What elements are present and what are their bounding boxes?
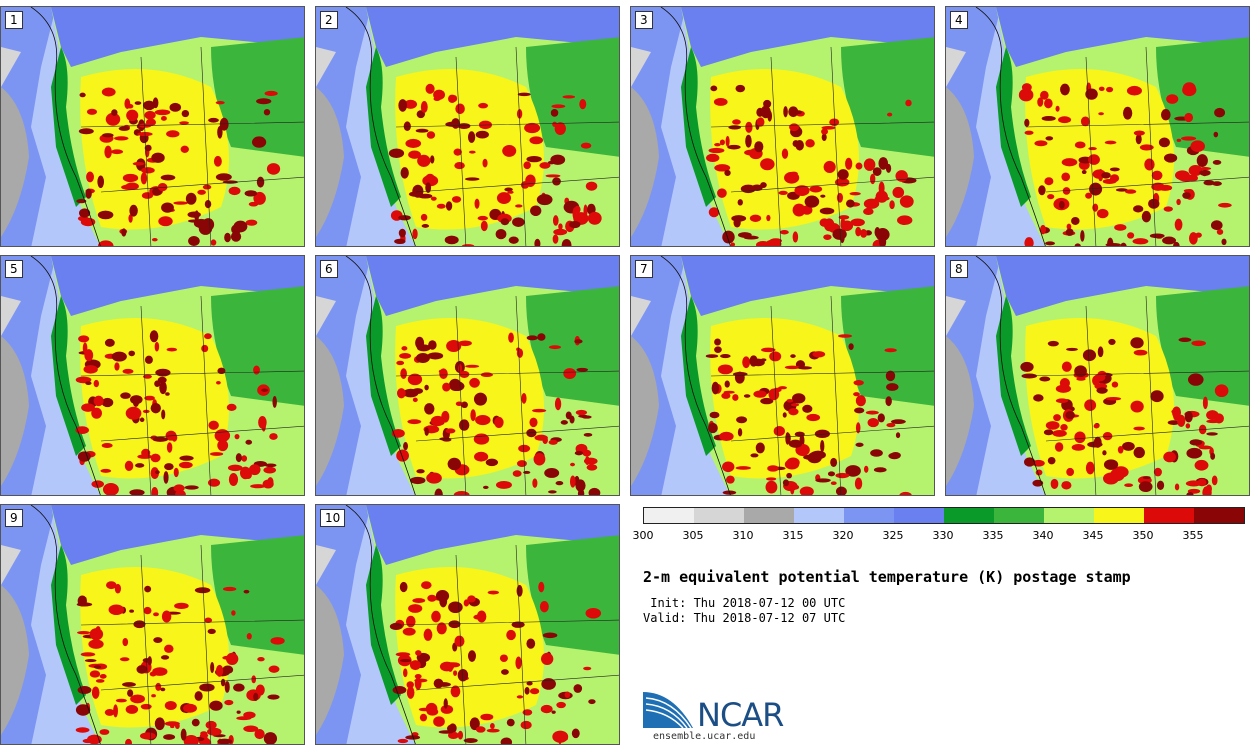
member-panel-7: 7	[630, 255, 935, 496]
colorbar-swatch	[794, 508, 844, 523]
init-time: Init: Thu 2018-07-12 00 UTC	[643, 596, 846, 610]
map-image	[1, 256, 304, 495]
logo-url: ensemble.ucar.edu	[653, 731, 756, 742]
member-label: 8	[950, 260, 968, 278]
colorbar-swatch	[1194, 508, 1244, 523]
plot-title: 2-m equivalent potential temperature (K)…	[643, 568, 1131, 586]
map-image	[316, 7, 619, 246]
member-panel-3: 3	[630, 6, 935, 247]
colorbar-tick-label: 315	[782, 529, 804, 542]
colorbar-tick-label: 325	[882, 529, 904, 542]
colorbar-swatch	[994, 508, 1044, 523]
colorbar-swatch	[894, 508, 944, 523]
colorbar-tick-label: 350	[1132, 529, 1154, 542]
member-panel-4: 4	[945, 6, 1250, 247]
colorbar-tick-label: 345	[1082, 529, 1104, 542]
colorbar-swatch	[1094, 508, 1144, 523]
map-image	[631, 7, 934, 246]
colorbar-swatch	[1044, 508, 1094, 523]
colorbar-tick-label: 340	[1032, 529, 1054, 542]
member-panel-5: 5	[0, 255, 305, 496]
member-label: 3	[635, 11, 653, 29]
colorbar-swatch	[1144, 508, 1194, 523]
member-label: 9	[5, 509, 23, 527]
colorbar-tick-label: 310	[732, 529, 754, 542]
map-image	[316, 505, 619, 744]
member-label: 1	[5, 11, 23, 29]
map-image	[946, 256, 1249, 495]
colorbar-swatch	[644, 508, 694, 523]
member-label: 4	[950, 11, 968, 29]
valid-time: Valid: Thu 2018-07-12 07 UTC	[643, 611, 846, 625]
map-image	[316, 256, 619, 495]
map-image	[946, 7, 1249, 246]
colorbar	[643, 507, 1245, 524]
member-label: 6	[320, 260, 338, 278]
colorbar-tick-label: 305	[682, 529, 704, 542]
member-label: 5	[5, 260, 23, 278]
colorbar-tick-label: 300	[632, 529, 654, 542]
colorbar-swatch	[744, 508, 794, 523]
logo-text: NCAR	[697, 696, 784, 734]
colorbar-swatch	[944, 508, 994, 523]
map-image	[631, 256, 934, 495]
colorbar-tick-label: 330	[932, 529, 954, 542]
map-image	[1, 7, 304, 246]
member-panel-10: 10	[315, 504, 620, 745]
colorbar-swatch	[844, 508, 894, 523]
member-panel-9: 9	[0, 504, 305, 745]
member-panel-2: 2	[315, 6, 620, 247]
member-label: 10	[320, 509, 346, 527]
member-label: 7	[635, 260, 653, 278]
member-panel-1: 1	[0, 6, 305, 247]
colorbar-swatch	[694, 508, 744, 523]
member-label: 2	[320, 11, 338, 29]
colorbar-tick-label: 355	[1182, 529, 1204, 542]
map-image	[1, 505, 304, 744]
member-panel-8: 8	[945, 255, 1250, 496]
ncar-logo-icon	[643, 692, 693, 729]
colorbar-tick-label: 320	[832, 529, 854, 542]
member-panel-6: 6	[315, 255, 620, 496]
colorbar-tick-label: 335	[982, 529, 1004, 542]
